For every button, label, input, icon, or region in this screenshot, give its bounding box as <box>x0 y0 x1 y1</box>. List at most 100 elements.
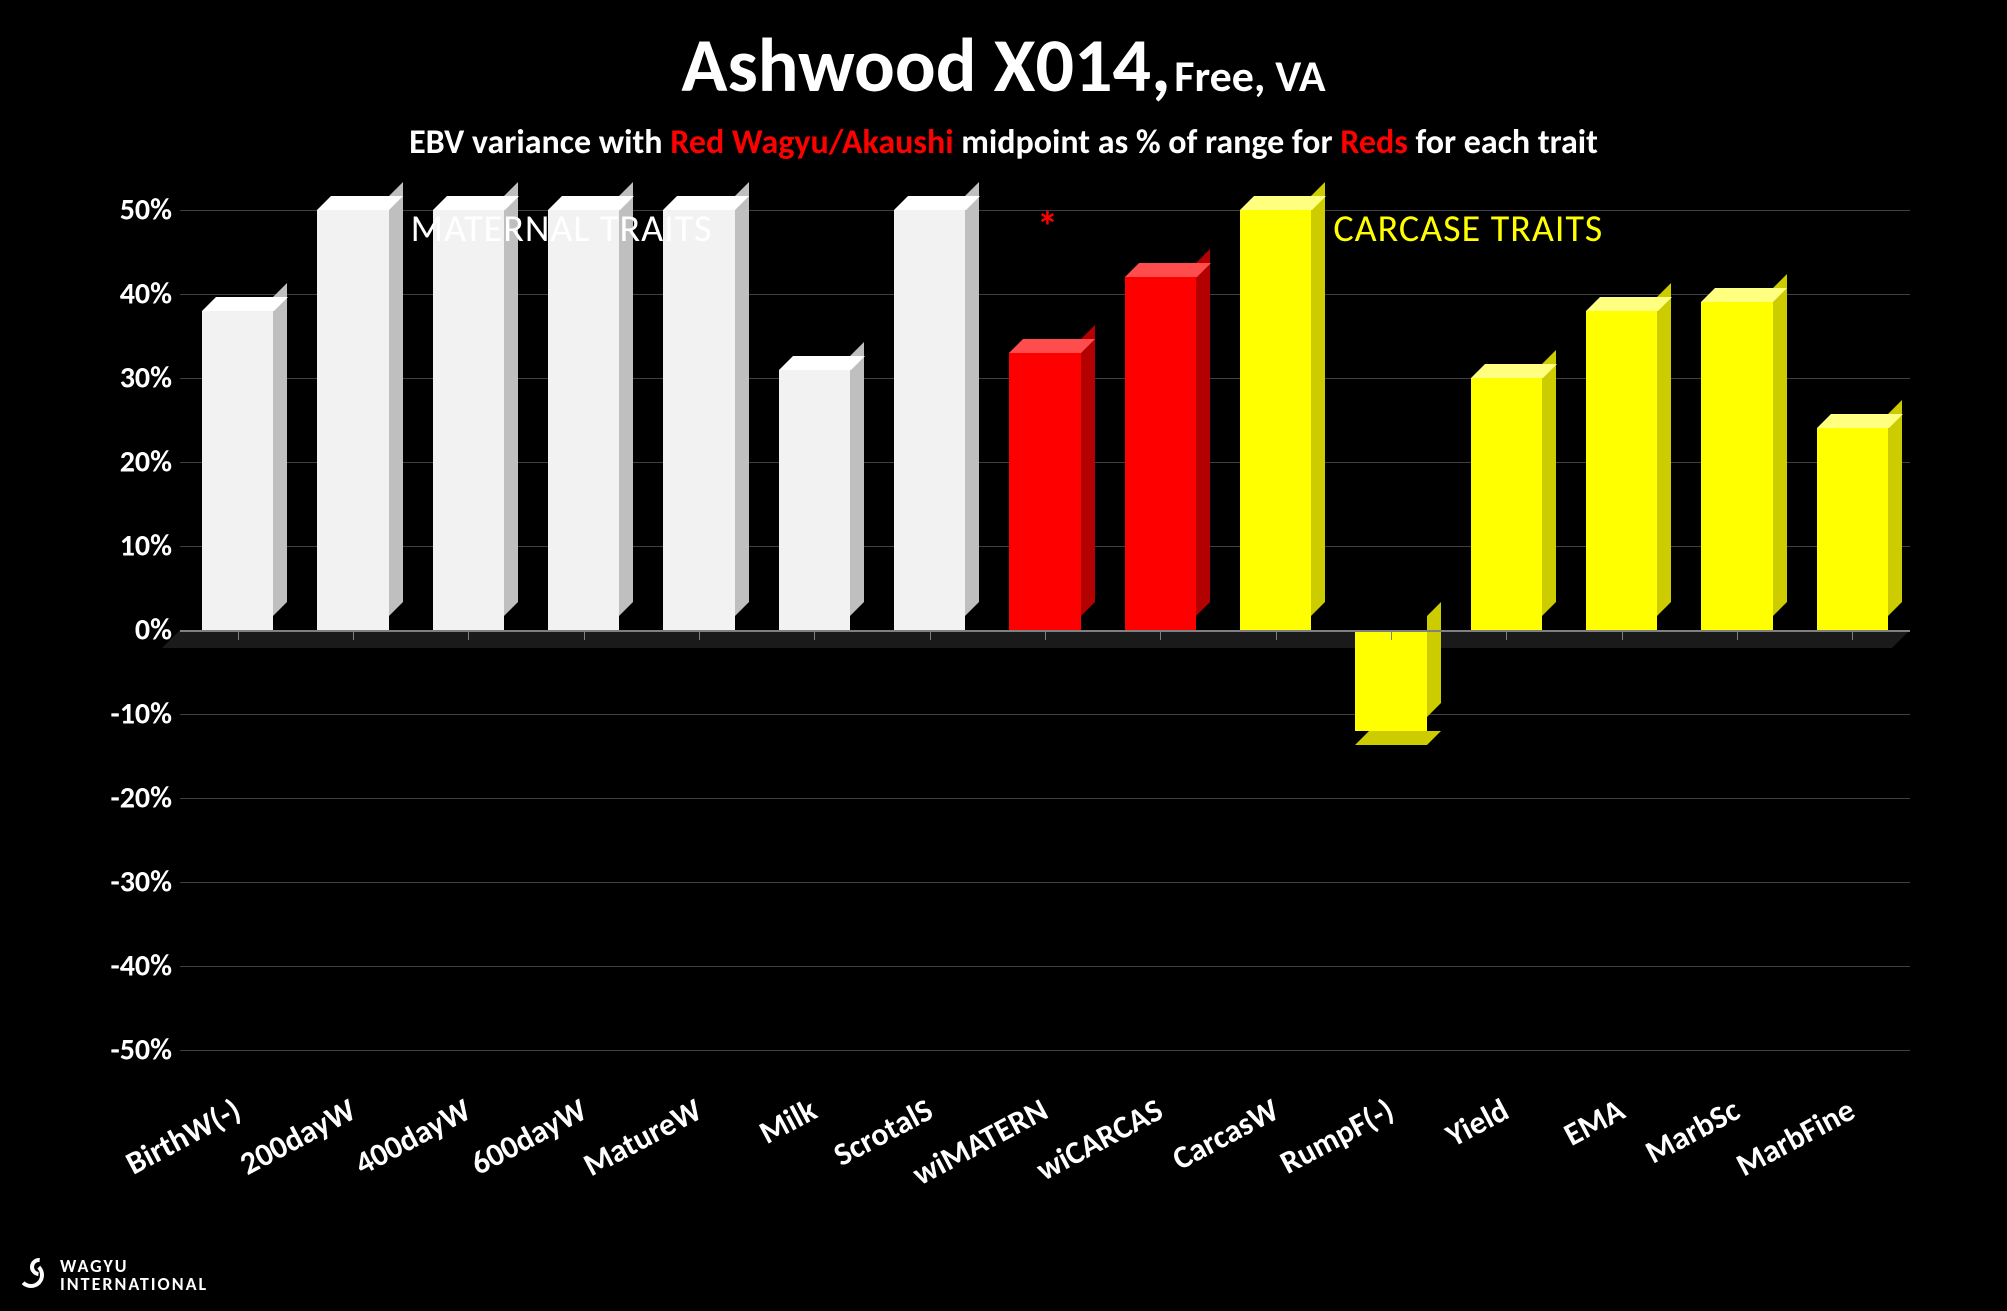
bar-side-face <box>273 283 287 616</box>
x-tick <box>1391 632 1392 640</box>
y-tick-label: -20% <box>110 780 172 817</box>
bar <box>663 210 735 630</box>
bar <box>1586 311 1658 630</box>
x-tick <box>1852 632 1853 640</box>
x-tick <box>353 632 354 640</box>
asterisk-marker: * <box>1037 202 1058 253</box>
bar-side-face <box>1427 602 1441 717</box>
bar-front <box>1471 378 1543 630</box>
y-tick-label: -40% <box>110 948 172 985</box>
title-sub: Free, VA <box>1174 49 1325 103</box>
x-tick <box>1622 632 1623 640</box>
bar <box>1701 302 1773 630</box>
x-tick <box>1160 632 1161 640</box>
bar <box>433 210 505 630</box>
chart-subtitle: EBV variance with Red Wagyu/Akaushi midp… <box>0 122 2007 163</box>
bar-top-face <box>1471 364 1557 378</box>
bar-top-face <box>1240 196 1326 210</box>
x-tick <box>1045 632 1046 640</box>
bar-front <box>1240 210 1312 630</box>
bar <box>779 370 851 630</box>
bar-top-face <box>202 297 288 311</box>
subtitle-red1: Red Wagyu/Akaushi <box>670 122 953 163</box>
bar-top-face <box>1701 288 1787 302</box>
brand-logo: WAGYU INTERNATIONAL <box>18 1257 208 1293</box>
bar <box>1240 210 1312 630</box>
logo-mark-icon <box>18 1258 52 1292</box>
bar <box>894 210 966 630</box>
bar-side-face <box>389 182 403 616</box>
bar-side-face <box>965 182 979 616</box>
x-tick <box>930 632 931 640</box>
bar-side-face <box>1081 325 1095 616</box>
x-tick <box>1506 632 1507 640</box>
chart-title: Ashwood X014, Free, VA <box>0 20 2007 112</box>
bar <box>317 210 389 630</box>
bar-front <box>1701 302 1773 630</box>
chart-area: 50%40%30%20%10%0%-10%-20%-30%-40%-50% Bi… <box>110 210 1910 1150</box>
bar-side-face <box>1311 182 1325 616</box>
bar <box>1125 277 1197 630</box>
bar <box>548 210 620 630</box>
bar-side-face <box>1657 283 1671 616</box>
bar-front <box>1355 630 1427 731</box>
bar <box>1817 428 1889 630</box>
subtitle-red2: Reds <box>1340 122 1408 163</box>
bar-top-face <box>894 196 980 210</box>
bar-front <box>1586 311 1658 630</box>
y-tick-label: -50% <box>110 1032 172 1069</box>
bar-top-face <box>1817 414 1903 428</box>
x-tick <box>584 632 585 640</box>
x-tick <box>238 632 239 640</box>
bar-front <box>1125 277 1197 630</box>
section-label-maternal: MATERNAL TRAITS <box>411 206 713 252</box>
bar-front <box>1009 353 1081 630</box>
y-tick-label: 10% <box>110 528 172 565</box>
bar-top-face <box>1125 263 1211 277</box>
bar-front <box>1817 428 1889 630</box>
bar <box>1009 353 1081 630</box>
bar-front <box>548 210 620 630</box>
zero-axis-line <box>180 630 1910 632</box>
x-tick <box>1276 632 1277 640</box>
logo-text: WAGYU INTERNATIONAL <box>60 1257 208 1293</box>
bar-side-face <box>735 182 749 616</box>
bar-side-face <box>850 342 864 616</box>
page-root: Ashwood X014, Free, VA EBV variance with… <box>0 0 2007 1311</box>
bar-top-face <box>779 356 865 370</box>
bar-front <box>894 210 966 630</box>
x-tick <box>814 632 815 640</box>
bar <box>1471 378 1543 630</box>
bar-front <box>663 210 735 630</box>
y-tick-label: 50% <box>110 192 172 229</box>
gridline <box>180 1050 1910 1051</box>
bar-side-face <box>1888 400 1902 616</box>
y-tick-label: 40% <box>110 276 172 313</box>
bar-top-face <box>1586 297 1672 311</box>
x-tick <box>1737 632 1738 640</box>
y-tick-label: 30% <box>110 360 172 397</box>
bar-front <box>433 210 505 630</box>
bar-front <box>202 311 274 630</box>
title-main: Ashwood X014, <box>681 20 1170 112</box>
bar-side-face <box>1196 249 1210 616</box>
y-tick-label: 20% <box>110 444 172 481</box>
x-tick <box>699 632 700 640</box>
x-tick <box>468 632 469 640</box>
bar <box>1355 630 1427 731</box>
y-tick-label: -30% <box>110 864 172 901</box>
logo-line2: INTERNATIONAL <box>60 1275 208 1293</box>
bar-top-face <box>1355 731 1441 745</box>
bar-side-face <box>1773 274 1787 616</box>
subtitle-mid: midpoint as % of range for <box>954 122 1341 163</box>
subtitle-pre: EBV variance with <box>409 122 670 163</box>
section-label-carcase: CARCASE TRAITS <box>1333 206 1603 252</box>
y-tick-label: -10% <box>110 696 172 733</box>
bar <box>202 311 274 630</box>
bar-front <box>317 210 389 630</box>
bar-top-face <box>317 196 403 210</box>
title-block: Ashwood X014, Free, VA EBV variance with… <box>0 20 2007 163</box>
bar-front <box>779 370 851 630</box>
bar-side-face <box>1542 350 1556 616</box>
y-tick-label: 0% <box>110 612 172 649</box>
